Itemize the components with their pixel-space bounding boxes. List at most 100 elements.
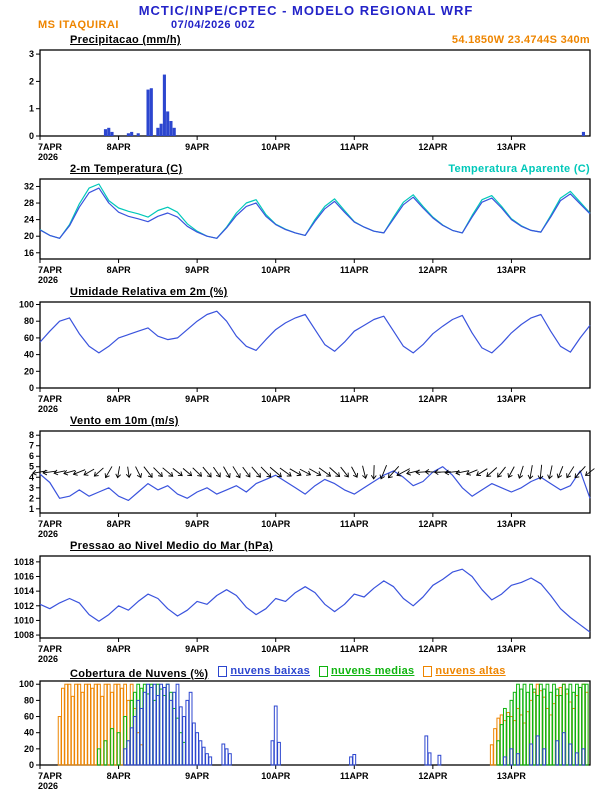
- wind-arrow-shaft: [574, 465, 586, 479]
- wind-arrow-shaft: [434, 471, 451, 473]
- y-tick-label: 20: [24, 744, 34, 754]
- wind-arrow-shaft: [94, 467, 104, 477]
- wind-arrow-shaft: [279, 467, 292, 477]
- cloud-bar-nuvens-altas: [70, 695, 75, 766]
- wind-arrow-head: [556, 473, 563, 479]
- wind-arrow-head: [197, 471, 203, 477]
- cloud-bar-nuvens-medias: [519, 688, 524, 766]
- wind-arrow-shaft: [455, 470, 469, 474]
- x-tick-label: 12APR: [418, 644, 448, 654]
- panel-precip: Precipitacao (mm/h) 54.1850W 23.4744S 34…: [0, 33, 612, 162]
- wind-arrow-shaft: [153, 467, 163, 477]
- cloud-bar-nuvens-baixas: [201, 746, 206, 766]
- cloud-bar-nuvens-altas: [80, 691, 85, 766]
- precip-bar: [126, 133, 130, 136]
- precip-bar: [130, 131, 134, 136]
- wind-arrow-shaft: [299, 468, 311, 476]
- panel-clouds-header: Cobertura de Nuvens (%) nuvens baixas nu…: [0, 664, 612, 680]
- x-tick-label: 8APR: [107, 519, 132, 529]
- wind-arrow: [223, 466, 231, 479]
- wind-arrow-head: [104, 473, 110, 479]
- cloud-bar-nuvens-baixas: [185, 699, 190, 766]
- wind-arrow-head: [83, 470, 89, 476]
- wind-arrow-head: [507, 473, 513, 479]
- x-tick-label: 8APR: [107, 644, 132, 654]
- wind-arrow: [104, 466, 113, 479]
- wind-arrow-shaft: [529, 465, 533, 479]
- x-tick-label: 8APR: [107, 265, 132, 275]
- cloud-bar-nuvens-baixas: [509, 748, 514, 766]
- wind-arrow-shaft: [182, 468, 192, 476]
- x-tick-label: 7APR: [38, 142, 63, 152]
- y-tick-label: 20: [24, 366, 34, 376]
- wind-arrow: [213, 466, 221, 478]
- x-tick-label: 9APR: [185, 265, 210, 275]
- y-tick-label: 16: [24, 248, 34, 258]
- y-tick-label: 3: [29, 49, 34, 59]
- cloud-bar-nuvens-medias: [97, 748, 101, 766]
- panel-temperature: 2-m Temperatura (C) Temperatura Aparente…: [0, 162, 612, 285]
- wind-arrow: [466, 469, 478, 476]
- wind-arrow-shaft: [289, 468, 302, 476]
- wind-arrow-shaft: [351, 466, 358, 478]
- cloud-bar-nuvens-baixas: [155, 695, 160, 766]
- precip-bar: [159, 123, 163, 136]
- cloud-bar-nuvens-baixas: [195, 732, 200, 766]
- cloud-bar-nuvens-altas: [93, 683, 98, 766]
- cloud-bar-nuvens-altas: [61, 687, 65, 766]
- cloud-bar-nuvens-baixas: [502, 756, 507, 766]
- wind-arrow-head: [266, 472, 272, 478]
- run-datetime: 07/04/2026 00Z: [170, 19, 256, 31]
- cloud-bar-nuvens-baixas: [575, 752, 579, 766]
- x-tick-label: 11APR: [340, 519, 369, 529]
- wind-arrow-shaft: [232, 466, 241, 478]
- x-tick-label: 10APR: [261, 519, 291, 529]
- y-tick-label: 6: [29, 451, 34, 461]
- wind-arrow-head: [296, 471, 302, 477]
- x-tick-label: 12APR: [418, 519, 448, 529]
- panel-wind-title: Vento em 10m (m/s): [70, 415, 179, 427]
- y-tick-label: 1010: [14, 615, 34, 625]
- cloud-bar-nuvens-altas: [67, 683, 72, 766]
- x-tick-label: 8APR: [107, 142, 132, 152]
- wind-arrow-head: [486, 472, 492, 478]
- wind-arrow-shaft: [396, 468, 410, 476]
- wind-arrow-head: [306, 470, 312, 476]
- wind-arrow: [260, 466, 272, 478]
- wind-arrow-shaft: [172, 468, 183, 476]
- precip-bar: [146, 89, 150, 136]
- series-line-temperatura-aparente-c-: [39, 183, 591, 239]
- wind-arrow: [135, 466, 143, 479]
- plot-frame: [39, 49, 591, 137]
- x-year-label: 2026: [38, 781, 58, 791]
- wind-arrow-shaft: [117, 466, 121, 478]
- wind-arrow-head: [31, 469, 37, 476]
- cloud-bar-nuvens-baixas: [142, 691, 147, 766]
- precip-bar: [136, 133, 140, 136]
- precip-bar: [107, 127, 111, 136]
- cloud-bar-nuvens-baixas: [162, 686, 167, 766]
- wind-arrow-head: [353, 472, 359, 478]
- x-tick-label: 7APR: [38, 771, 63, 781]
- legend-nuvens-altas: nuvens altas: [423, 664, 505, 678]
- wind-arrow-head: [396, 471, 402, 477]
- wind-arrow-shaft: [105, 466, 113, 478]
- panel-humidity: Umidade Relativa em 2m (%) 0 20 40 60 80 100 7…: [0, 285, 612, 414]
- wind-arrow: [387, 465, 400, 479]
- wind-arrow-head: [527, 474, 534, 480]
- x-year-label: 2026: [38, 404, 58, 414]
- precip-bar: [156, 127, 160, 136]
- panel-pressure-header: Pressao ao Nivel Medio do Mar (hPa): [0, 539, 612, 553]
- cloud-bar-nuvens-altas: [493, 728, 497, 766]
- cloud-bar-nuvens-baixas: [175, 683, 180, 766]
- series-line-pressao-ao-nivel-medio-do-mar-hpa-: [39, 568, 591, 633]
- y-tick-label: 1008: [14, 630, 34, 640]
- wind-arrow-head: [444, 469, 450, 476]
- wind-arrow-head: [517, 473, 524, 479]
- wind-arrow-head: [424, 468, 430, 475]
- y-tick-label: 100: [19, 679, 34, 689]
- cloud-bar-nuvens-baixas: [149, 686, 154, 766]
- plot-frame: [39, 680, 591, 766]
- wind-arrow: [125, 466, 132, 479]
